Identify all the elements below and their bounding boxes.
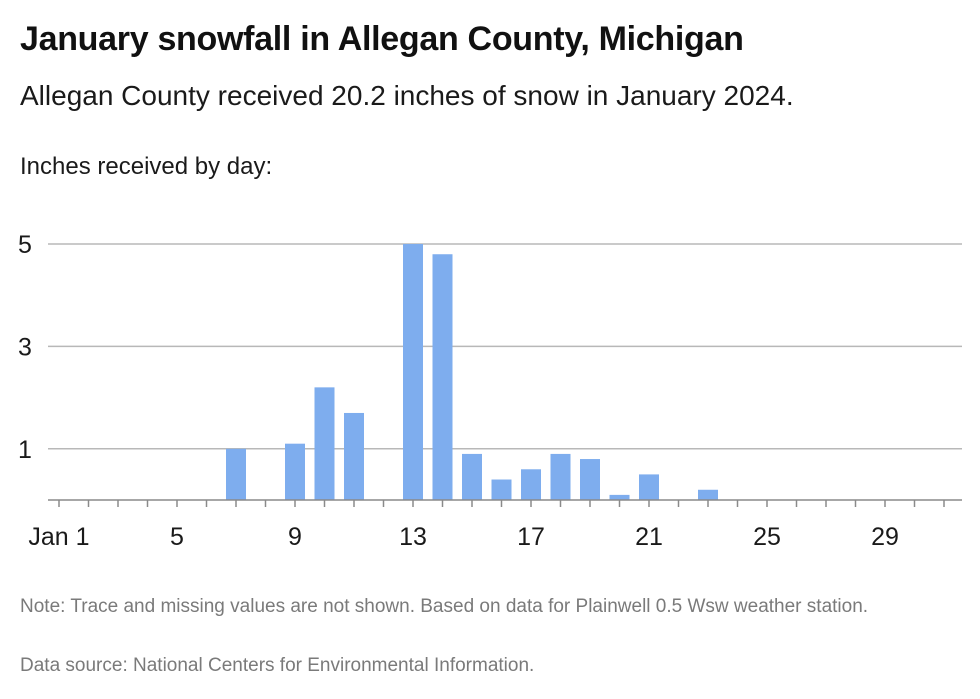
bar-day-16 [491,479,512,500]
bar-day-19 [580,459,600,500]
footnote: Note: Trace and missing values are not s… [20,596,869,617]
x-tick-label: 17 [517,523,545,551]
bar-day-21 [639,474,659,500]
y-tick-label: 5 [18,231,32,259]
data-source: Data source: National Centers for Enviro… [20,655,535,676]
x-axis [48,499,962,507]
x-tick-label: 29 [871,523,899,551]
gridlines [48,243,962,450]
x-tick-label: 5 [170,523,184,551]
y-axis-caption: Inches received by day: [20,153,273,180]
bar-day-17 [521,469,541,500]
bar-day-7 [226,448,246,500]
chart-title: January snowfall in Allegan County, Mich… [20,20,744,58]
x-tick-label: 9 [288,523,302,551]
x-tick-label: 13 [399,523,427,551]
x-tick-label: 25 [753,523,781,551]
bar-day-9 [285,443,305,500]
bar-day-13 [403,244,423,500]
x-tick-label: 21 [635,523,663,551]
bar-day-23 [698,489,718,500]
bars [226,244,718,500]
chart-subtitle: Allegan County received 20.2 inches of s… [20,80,794,111]
x-tick-label: Jan 1 [28,523,89,551]
bar-day-18 [550,453,571,500]
bar-day-10 [314,387,335,500]
bar-day-14 [432,254,453,500]
bar-day-20 [609,494,630,500]
y-tick-label: 3 [18,333,32,361]
y-tick-label: 1 [18,436,32,464]
bar-day-15 [462,453,482,500]
bar-day-11 [344,412,364,500]
